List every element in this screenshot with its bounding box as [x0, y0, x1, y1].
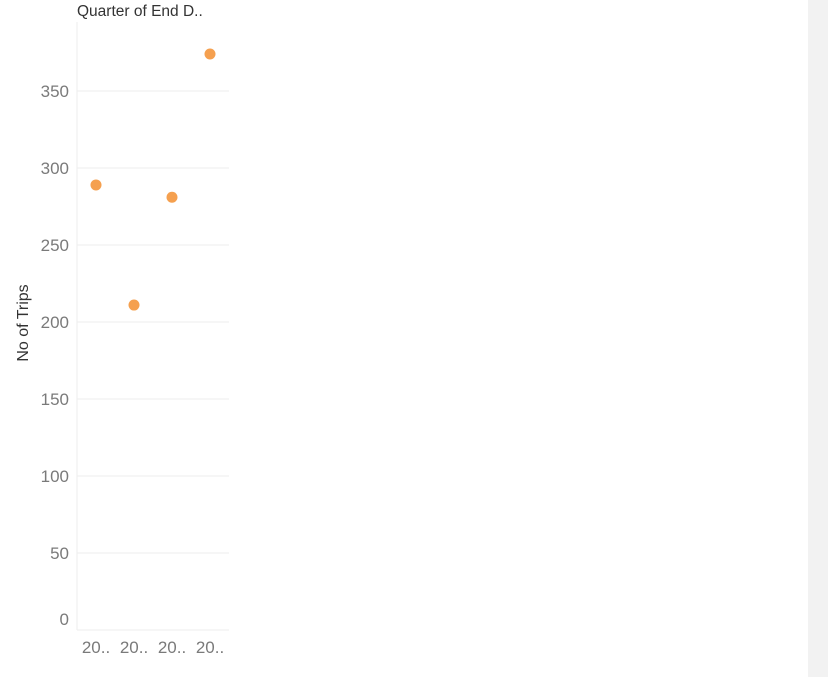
data-point[interactable]	[204, 48, 216, 60]
x-tick-label[interactable]: 20..	[158, 638, 186, 657]
scatter-chart: 0 50 100 150 200 250 300 350 20.. 20.. 20.. 20.. Q…	[15, 3, 229, 657]
viz-area: 0 50 100 150 200 250 300 350 20.. 20.. 20.. 20.. Q…	[15, 3, 229, 657]
y-tick-label: 0	[60, 610, 69, 629]
data-point[interactable]	[128, 299, 140, 311]
y-tick-label: 300	[41, 159, 69, 178]
data-point[interactable]	[90, 179, 102, 191]
x-tick-label[interactable]: 20..	[196, 638, 224, 657]
y-tick-label: 50	[50, 544, 69, 563]
y-tick-label: 150	[41, 390, 69, 409]
grid-lines	[77, 90, 229, 554]
x-tick-label[interactable]: 20..	[82, 638, 110, 657]
y-tick-labels: 0 50 100 150 200 250 300 350	[41, 82, 69, 629]
y-axis-title[interactable]: No of Trips	[15, 284, 32, 361]
y-tick-label: 100	[41, 467, 69, 486]
column-header-title[interactable]: Quarter of End D..	[77, 3, 203, 20]
y-tick-label: 200	[41, 313, 69, 332]
x-tick-labels: 20.. 20.. 20.. 20..	[82, 638, 224, 657]
y-tick-label: 350	[41, 82, 69, 101]
data-point[interactable]	[166, 191, 178, 203]
data-points[interactable]	[90, 48, 216, 311]
y-tick-label: 250	[41, 236, 69, 255]
axes	[76, 22, 229, 631]
x-tick-label[interactable]: 20..	[120, 638, 148, 657]
scrollbar-pane[interactable]	[808, 0, 828, 677]
